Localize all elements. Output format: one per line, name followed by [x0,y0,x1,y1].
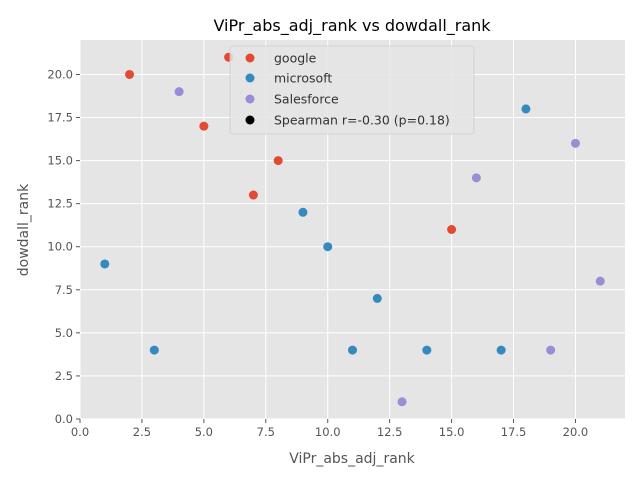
y-tick-label: 12.5 [47,197,73,211]
x-tick-label: 15.0 [439,425,465,439]
chart-title: ViPr_abs_adj_rank vs dowdall_rank [213,16,491,36]
x-axis-ticks: 0.0 2.5 5.0 7.5 10.0 12.5 15.0 17.5 20.0 [71,419,588,439]
x-tick-label: 20.0 [563,425,589,439]
data-point-salesforce [570,138,580,148]
data-point-microsoft [348,345,357,355]
x-tick-label: 5.0 [195,425,213,439]
data-point-salesforce [471,173,481,183]
data-point-google [248,190,258,200]
data-point-microsoft [100,259,110,269]
y-tick-label: 10.0 [47,240,73,254]
data-point-microsoft [521,104,531,114]
y-axis-ticks: 0.0 2.5 5.0 7.5 10.0 12.5 15.0 17.5 20.0 [47,67,80,426]
data-point-salesforce [595,276,605,286]
x-tick-label: 2.5 [133,425,151,439]
y-tick-label: 15.0 [47,154,73,168]
data-point-google [273,156,283,166]
x-tick-label: 17.5 [501,425,527,439]
legend-label-salesforce: Salesforce [274,92,339,107]
legend-marker-google [245,53,255,63]
legend-marker-salesforce [245,94,255,104]
data-point-salesforce [397,397,407,407]
legend-box [229,45,475,135]
data-point-salesforce [174,87,184,97]
y-tick-label: 2.5 [55,369,73,383]
x-tick-label: 10.0 [315,425,341,439]
legend-marker-microsoft [245,73,255,83]
data-point-microsoft [422,345,432,355]
y-tick-label: 17.5 [47,111,73,125]
y-axis-label: dowdall_rank [16,183,32,276]
data-point-microsoft [323,242,333,252]
data-point-google [447,225,457,234]
legend-marker-spearman [245,115,255,125]
y-tick-label: 20.0 [47,67,73,81]
legend-label-microsoft: microsoft [274,71,332,86]
data-point-microsoft [298,207,308,217]
x-tick-label: 12.5 [377,425,403,439]
data-point-microsoft [149,345,159,355]
legend: google microsoft Salesforce Spearman r=-… [229,45,475,135]
x-tick-label: 7.5 [257,425,275,439]
legend-label-spearman: Spearman r=-0.30 (p=0.18) [274,113,450,128]
x-axis-label: ViPr_abs_adj_rank [289,451,415,467]
data-point-microsoft [496,345,506,355]
x-tick-label: 0.0 [71,425,89,439]
y-tick-label: 5.0 [55,326,73,340]
y-tick-label: 0.0 [55,412,73,426]
data-points [100,52,605,407]
grid [79,40,625,420]
y-tick-label: 7.5 [55,283,73,297]
legend-label-google: google [274,51,317,66]
data-point-microsoft [372,293,382,303]
data-point-google [125,69,135,79]
data-point-google [199,121,209,131]
data-point-salesforce [546,345,556,355]
